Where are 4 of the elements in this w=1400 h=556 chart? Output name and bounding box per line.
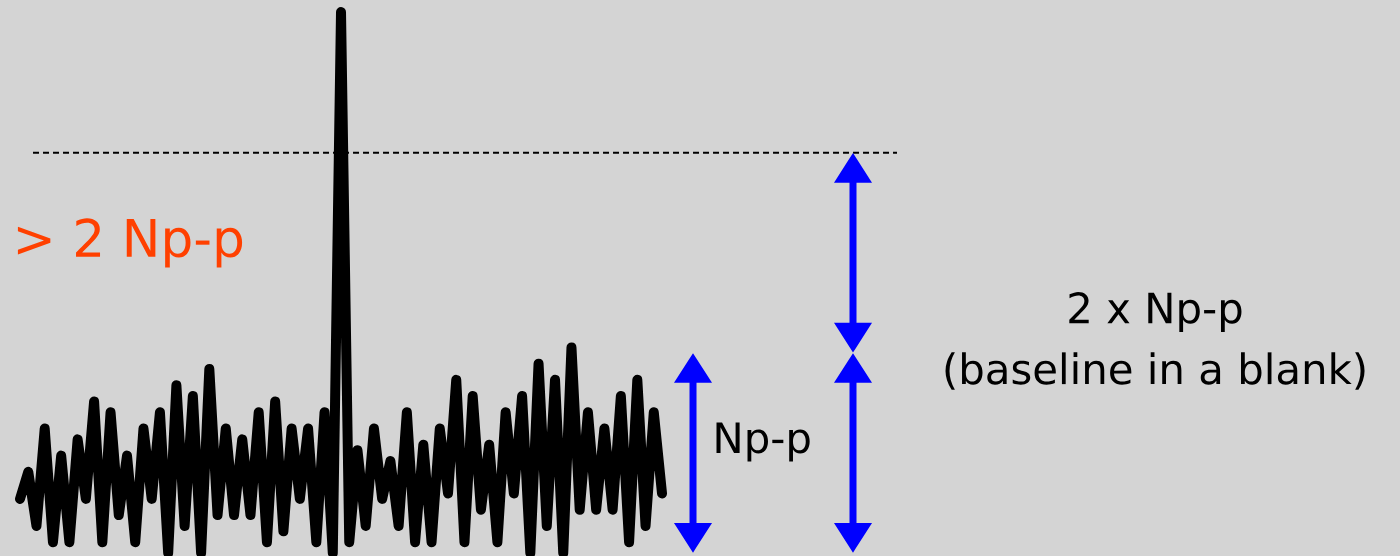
text: Np-p bbox=[716, 422, 810, 462]
annotation: > 2 Np-p bbox=[17, 218, 243, 268]
text: (baseline in a blank) bbox=[945, 352, 1365, 390]
text: 2 x Np-p bbox=[1069, 292, 1242, 332]
